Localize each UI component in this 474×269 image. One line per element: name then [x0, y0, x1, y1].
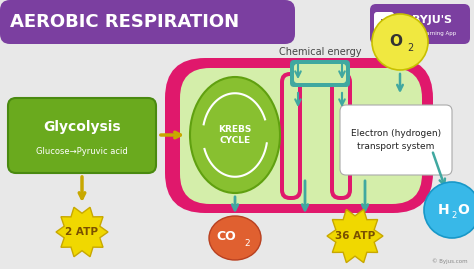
FancyBboxPatch shape	[0, 0, 295, 44]
Text: Electron (hydrogen)
transport system: Electron (hydrogen) transport system	[351, 129, 441, 151]
FancyBboxPatch shape	[294, 64, 346, 83]
Text: BYJU'S: BYJU'S	[412, 15, 452, 25]
Text: AEROBIC RESPIRATION: AEROBIC RESPIRATION	[10, 13, 239, 31]
FancyBboxPatch shape	[290, 60, 350, 87]
Text: © Byjus.com: © Byjus.com	[432, 258, 468, 264]
FancyBboxPatch shape	[370, 4, 470, 44]
Text: O: O	[390, 34, 402, 49]
Text: CO: CO	[216, 229, 236, 242]
Text: The Learning App: The Learning App	[408, 31, 456, 37]
Ellipse shape	[190, 77, 280, 193]
FancyBboxPatch shape	[374, 12, 394, 36]
FancyBboxPatch shape	[334, 76, 348, 196]
Polygon shape	[56, 207, 108, 257]
Text: Chemical energy: Chemical energy	[279, 47, 361, 57]
Text: H: H	[438, 203, 450, 217]
Text: O: O	[457, 203, 469, 217]
Text: Glycolysis: Glycolysis	[43, 119, 121, 133]
FancyBboxPatch shape	[284, 76, 298, 196]
FancyBboxPatch shape	[165, 58, 433, 213]
FancyBboxPatch shape	[330, 72, 352, 200]
Text: KREBS
CYCLE: KREBS CYCLE	[219, 125, 252, 146]
Text: 2: 2	[451, 211, 456, 221]
FancyBboxPatch shape	[280, 72, 302, 200]
FancyBboxPatch shape	[340, 105, 452, 175]
Ellipse shape	[209, 216, 261, 260]
Circle shape	[424, 182, 474, 238]
FancyBboxPatch shape	[8, 98, 156, 173]
FancyBboxPatch shape	[180, 68, 422, 204]
Circle shape	[372, 14, 428, 70]
Polygon shape	[327, 209, 383, 263]
Text: 2 ATP: 2 ATP	[65, 227, 99, 237]
Text: B: B	[380, 19, 388, 29]
Text: 2: 2	[244, 239, 250, 249]
Text: Glucose→Pyruvic acid: Glucose→Pyruvic acid	[36, 147, 128, 157]
Text: 2: 2	[407, 43, 413, 53]
Text: 36 ATP: 36 ATP	[335, 231, 375, 241]
